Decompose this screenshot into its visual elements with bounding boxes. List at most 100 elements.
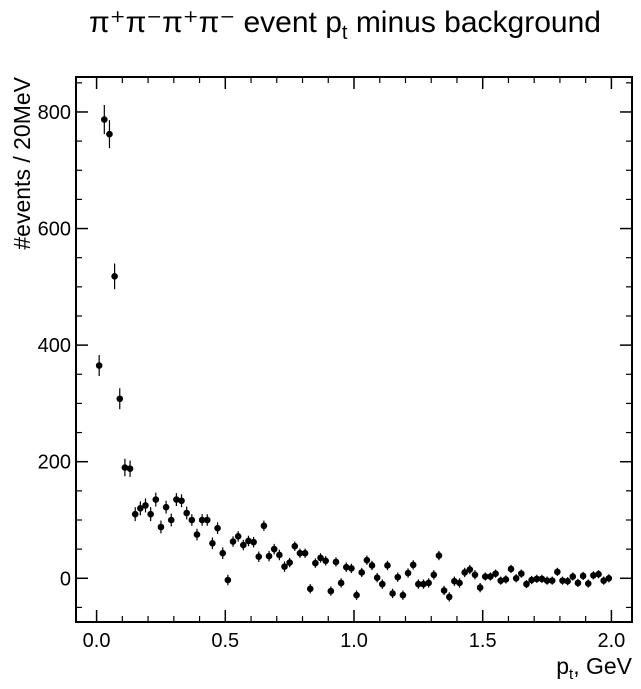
data-point	[523, 580, 530, 588]
data-point	[373, 574, 381, 582]
data-point	[399, 591, 407, 599]
data-point	[95, 362, 103, 369]
data-point	[291, 542, 299, 550]
data-point	[409, 561, 417, 569]
x-axis-label: pt, GeV	[556, 653, 632, 683]
data-point	[502, 576, 510, 583]
data-point	[317, 554, 324, 562]
data-point	[152, 496, 160, 503]
data-point	[193, 531, 201, 538]
data-point	[363, 556, 371, 564]
y-tick-label: 200	[38, 452, 71, 474]
data-point	[548, 577, 556, 584]
data-point	[394, 573, 402, 581]
data-point	[270, 545, 278, 553]
data-point	[584, 580, 592, 587]
data-point	[600, 577, 607, 584]
y-tick-label: 600	[38, 219, 71, 241]
data-point	[579, 572, 587, 580]
data-point	[430, 571, 438, 579]
data-point	[348, 565, 355, 572]
data-point	[240, 541, 247, 549]
data-point	[167, 516, 175, 524]
data-point	[209, 540, 216, 547]
data-point	[420, 580, 427, 588]
data-point	[250, 538, 257, 546]
data-point	[507, 565, 515, 573]
data-point	[538, 575, 546, 583]
data-point	[147, 510, 154, 518]
chart-title-subscript: t	[342, 22, 348, 44]
data-point	[471, 571, 479, 579]
x-axis-label-subscript: t	[569, 666, 574, 683]
x-axis-label-main: p	[556, 653, 569, 679]
data-point	[435, 552, 443, 559]
chart-title-tail: minus background	[347, 6, 600, 39]
data-point	[322, 557, 329, 565]
data-point	[234, 533, 242, 540]
data-point	[198, 516, 206, 524]
data-point	[131, 510, 139, 518]
chart-title: π⁺π⁻π⁺π⁻ event pt minus background	[89, 6, 601, 44]
data-point	[337, 579, 345, 587]
data-point	[306, 585, 314, 593]
data-point	[183, 509, 190, 517]
data-point	[368, 562, 376, 569]
data-point	[126, 465, 134, 473]
data-point	[456, 579, 463, 587]
data-point	[286, 559, 293, 566]
data-point	[142, 502, 149, 509]
x-tick-label: 0.5	[211, 630, 239, 652]
data-point	[203, 516, 211, 524]
data-point	[445, 593, 453, 601]
data-point	[512, 574, 520, 582]
data-point	[379, 580, 386, 588]
data-point	[162, 503, 170, 511]
tick-labels: 0.0 0.5 1.0 1.5 2.0 0 200 400 600 800	[38, 102, 626, 652]
data-point	[564, 577, 571, 585]
data-point	[312, 559, 319, 567]
data-point	[497, 577, 505, 584]
data-point	[121, 464, 129, 471]
data-point	[569, 573, 577, 580]
data-point	[342, 563, 350, 571]
x-axis-label-tail: , GeV	[573, 653, 632, 679]
data-point	[260, 522, 268, 530]
data-point	[296, 549, 304, 557]
data-point	[332, 558, 340, 566]
data-point	[358, 569, 366, 576]
chart-title-main: π⁺π⁻π⁺π⁻ event p	[89, 6, 342, 39]
data-point	[229, 538, 237, 545]
data-point	[106, 130, 113, 138]
x-tick-label: 1.5	[469, 630, 497, 652]
plot-frame	[75, 76, 633, 623]
data-point	[173, 496, 180, 503]
data-point	[116, 395, 124, 403]
data-point	[276, 551, 283, 559]
axis-ticks	[76, 77, 632, 622]
data-point	[554, 568, 561, 576]
data-point	[224, 576, 232, 584]
x-tick-label: 0.0	[83, 630, 111, 652]
data-point	[451, 577, 458, 585]
data-point	[219, 549, 227, 557]
data-point	[178, 497, 185, 505]
data-point	[574, 579, 582, 587]
y-axis-label: #events / 20MeV	[9, 76, 35, 249]
y-tick-label: 400	[38, 335, 71, 357]
data-point	[301, 549, 309, 557]
data-point	[528, 576, 535, 584]
data-point	[245, 537, 252, 545]
data-point	[214, 524, 221, 532]
data-point	[327, 587, 335, 595]
data-point	[559, 577, 566, 584]
data-point	[415, 580, 422, 588]
y-tick-label: 800	[38, 102, 71, 124]
data-point	[188, 516, 196, 524]
data-point	[590, 572, 597, 579]
data-point	[255, 553, 263, 561]
data-point	[533, 575, 541, 583]
data-point	[543, 577, 551, 584]
x-tick-label: 2.0	[598, 630, 626, 652]
